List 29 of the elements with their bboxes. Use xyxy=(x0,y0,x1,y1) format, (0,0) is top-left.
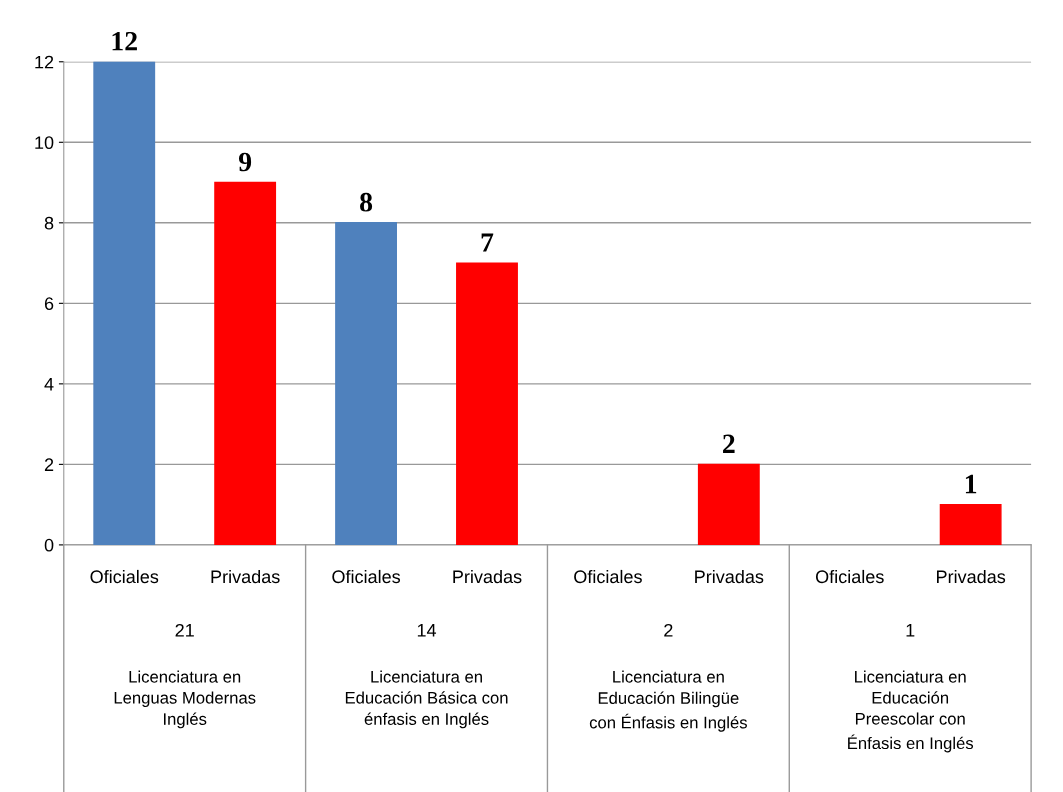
y-tick-label: 12 xyxy=(35,55,54,69)
x-tick-label: Privadas xyxy=(695,569,764,584)
x-tick-label: Oficiales xyxy=(332,569,401,584)
y-tick-label: 6 xyxy=(44,297,54,311)
text: 21 xyxy=(175,623,194,637)
data-label: 7 xyxy=(481,233,494,252)
text: 14 xyxy=(417,624,437,637)
x-tick-label: Oficiales xyxy=(90,569,159,584)
text: Licenciatura en Educación Preescolar con Énfasis en Inglés xyxy=(848,670,974,753)
y-tick-label: 0 xyxy=(44,538,54,552)
x-tick-label: Oficiales xyxy=(815,569,884,584)
y-tick-label: 10 xyxy=(35,136,54,150)
x-tick-label: Oficiales xyxy=(574,569,642,584)
data-label: 9 xyxy=(238,152,252,172)
x-tick-label: Privadas xyxy=(453,569,522,584)
data-label: 8 xyxy=(360,192,373,212)
y-tick-label: 4 xyxy=(44,377,54,391)
text: Licenciatura en Lenguas Modernas Inglés xyxy=(114,670,256,729)
data-label: 2 xyxy=(723,434,735,453)
data-label: 1 xyxy=(965,474,977,494)
y-tick-label: 2 xyxy=(44,458,54,471)
x-tick-label: Privadas xyxy=(211,569,280,584)
y-tick-label: 8 xyxy=(44,216,54,230)
x-tick-label: Privadas xyxy=(937,569,1006,584)
text: Licenciatura en Educación Bilingüe con Énfasis en Inglés xyxy=(589,670,747,732)
text: Licenciatura en Educación Básica con énfasis en Inglés xyxy=(345,670,508,729)
data-label: 12 xyxy=(112,31,137,51)
text: 1 xyxy=(906,624,915,637)
text: 2 xyxy=(664,623,673,637)
